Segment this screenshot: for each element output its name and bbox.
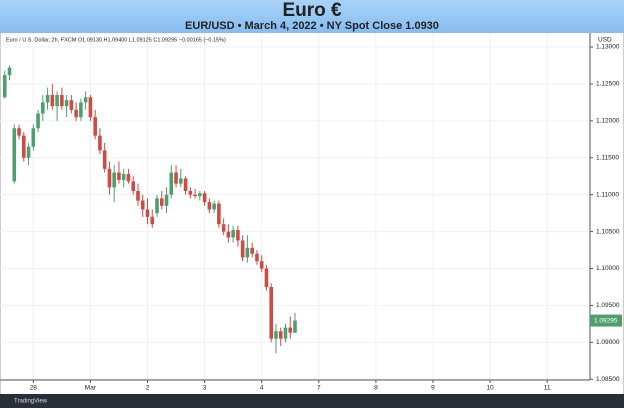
x-tick-label: 10 xyxy=(486,385,494,392)
candle-body xyxy=(198,193,202,197)
candle-body xyxy=(155,198,159,214)
candle-body xyxy=(55,95,59,107)
x-tick-label: 9 xyxy=(431,385,435,392)
grid xyxy=(0,33,590,380)
candle-body xyxy=(193,194,197,197)
y-tick-label: 1.12500 xyxy=(596,81,620,88)
candle-body xyxy=(26,146,31,158)
chart-subtitle: EUR/USD • March 4, 2022 • NY Spot Close … xyxy=(185,20,439,32)
footer xyxy=(0,394,624,408)
candle-body xyxy=(74,109,78,118)
candle-body xyxy=(79,102,83,118)
candle-body xyxy=(83,97,88,103)
candle-body xyxy=(293,320,297,333)
candle-body xyxy=(240,240,245,258)
y-tick-label: 1.09000 xyxy=(596,339,620,346)
y-tick-label: 1.11500 xyxy=(596,154,619,161)
candle-body xyxy=(140,200,145,210)
candle-body xyxy=(250,247,254,254)
y-tick-label: 1.08500 xyxy=(596,376,620,383)
candle-body xyxy=(36,113,40,129)
x-tick-label: 11 xyxy=(544,385,551,392)
candle-body xyxy=(64,100,69,107)
candle-body xyxy=(169,172,174,195)
legend-text: Euro / U.S. Dollar, 2h, FXCM O1.09130 H1… xyxy=(6,37,226,43)
candle-body xyxy=(221,224,226,232)
candle-body xyxy=(274,331,278,339)
header xyxy=(0,0,624,33)
x-tick-label: 2 xyxy=(146,385,150,392)
x-tick-label: 8 xyxy=(374,385,378,392)
x-tick-label: 3 xyxy=(203,385,207,392)
candle-body xyxy=(93,117,97,136)
chart-title: Euro € xyxy=(282,0,342,21)
candle-body xyxy=(117,172,121,180)
candle-body xyxy=(2,75,7,98)
candle-body xyxy=(145,209,150,217)
candle-body xyxy=(259,261,264,269)
candle-body xyxy=(121,174,126,180)
x-tick-label: 4 xyxy=(260,385,264,392)
candle-body xyxy=(112,172,116,188)
candle-body xyxy=(264,268,269,287)
candle-body xyxy=(102,150,107,169)
candle-body xyxy=(217,203,221,225)
candle-body xyxy=(69,100,74,110)
candle-body xyxy=(31,128,36,147)
x-tick-label: Mar xyxy=(85,385,97,392)
candle-body xyxy=(50,95,55,107)
watermark: TradingView xyxy=(14,399,48,405)
candle-body xyxy=(183,178,188,191)
candle-body xyxy=(60,95,64,107)
candle-body xyxy=(107,168,112,188)
candle-body xyxy=(88,97,93,118)
candle-body xyxy=(188,190,193,195)
candle-body xyxy=(17,128,21,136)
candle-body xyxy=(126,174,131,182)
candle-body xyxy=(45,95,50,103)
candle-body xyxy=(41,102,45,114)
x-tick-label: 7 xyxy=(317,385,321,392)
candle-body xyxy=(131,181,136,191)
candle-body xyxy=(164,194,169,206)
candle-body xyxy=(21,135,26,158)
candle-body xyxy=(7,67,12,76)
y-tick-label: 1.09500 xyxy=(596,302,620,309)
y-tick-label: 1.13000 xyxy=(596,44,620,51)
price-label: 1.09295 xyxy=(594,317,618,324)
candle-body xyxy=(174,172,178,184)
candle-body xyxy=(288,327,293,333)
price-label-box xyxy=(590,314,622,327)
candle-body xyxy=(255,253,259,262)
candle-body xyxy=(236,230,240,241)
candle-body xyxy=(278,331,283,339)
candle-body xyxy=(245,247,250,258)
candle-body xyxy=(136,190,140,201)
candle-body xyxy=(207,202,212,210)
candle-body xyxy=(150,216,155,225)
candle-body xyxy=(12,128,17,182)
y-tick-label: 1.11000 xyxy=(596,191,619,198)
candle-body xyxy=(159,198,164,206)
candle-body xyxy=(98,135,102,151)
candle-body xyxy=(269,286,274,339)
candle-body xyxy=(202,193,207,203)
y-tick-label: 1.10000 xyxy=(596,265,620,272)
y-unit: USD xyxy=(598,37,612,44)
y-tick-label: 1.10500 xyxy=(596,228,620,235)
candle-body xyxy=(179,178,183,184)
x-tick-label: 28 xyxy=(30,385,38,392)
candle-body xyxy=(212,203,216,210)
candle-body xyxy=(283,327,288,339)
y-tick-label: 1.12000 xyxy=(596,118,620,125)
candle-body xyxy=(226,231,231,238)
candle-body xyxy=(231,230,235,238)
